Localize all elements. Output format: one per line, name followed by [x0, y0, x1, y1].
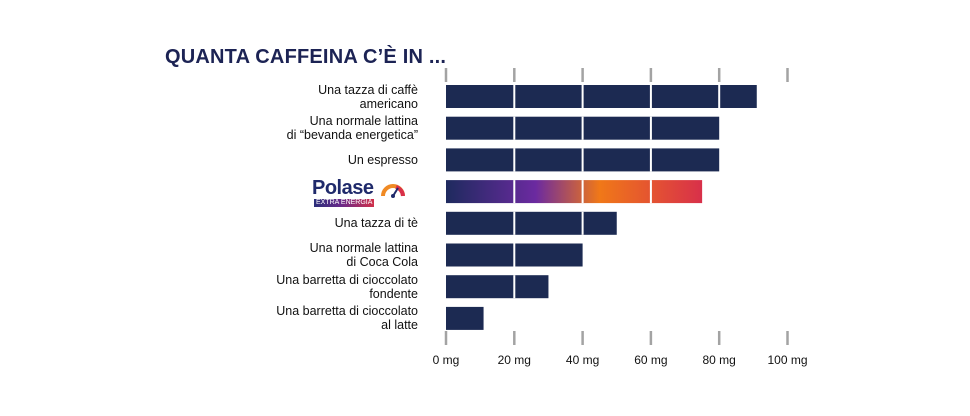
x-tick-label: 60 mg: [634, 353, 668, 367]
category-label: Un espresso: [347, 152, 418, 167]
category-label: Una barretta di cioccolato fondente: [276, 272, 418, 301]
category-label: Una tazza di caffè americano: [318, 82, 418, 111]
bar: [446, 275, 549, 299]
bar: [446, 85, 757, 108]
bar-polase: [446, 180, 703, 204]
category-label: Una normale lattina di “bevanda energeti…: [286, 114, 418, 143]
bar: [446, 306, 484, 330]
x-tick-label: 40 mg: [565, 353, 600, 367]
x-tick-label: 100 mg: [767, 353, 808, 367]
x-tick-label: 80 mg: [702, 353, 736, 367]
x-tick-label: 0 mg: [432, 353, 460, 367]
category-label: Una normale lattina di Coca Cola: [309, 241, 418, 269]
bar: [446, 211, 617, 235]
polase-logo: Polase EXTRA ENERGIA: [312, 177, 412, 209]
gauge-icon: [381, 184, 405, 198]
category-label: Una barretta di cioccolato al latte: [276, 304, 418, 333]
chart-title: QUANTA CAFFEINA C’È IN ...: [165, 46, 447, 68]
polase-tagline: EXTRA ENERGIA: [314, 199, 375, 207]
polase-wordmark: Polase: [312, 177, 374, 199]
category-label: Una tazza di tè: [334, 216, 418, 231]
x-tick-label: 20 mg: [497, 353, 531, 367]
